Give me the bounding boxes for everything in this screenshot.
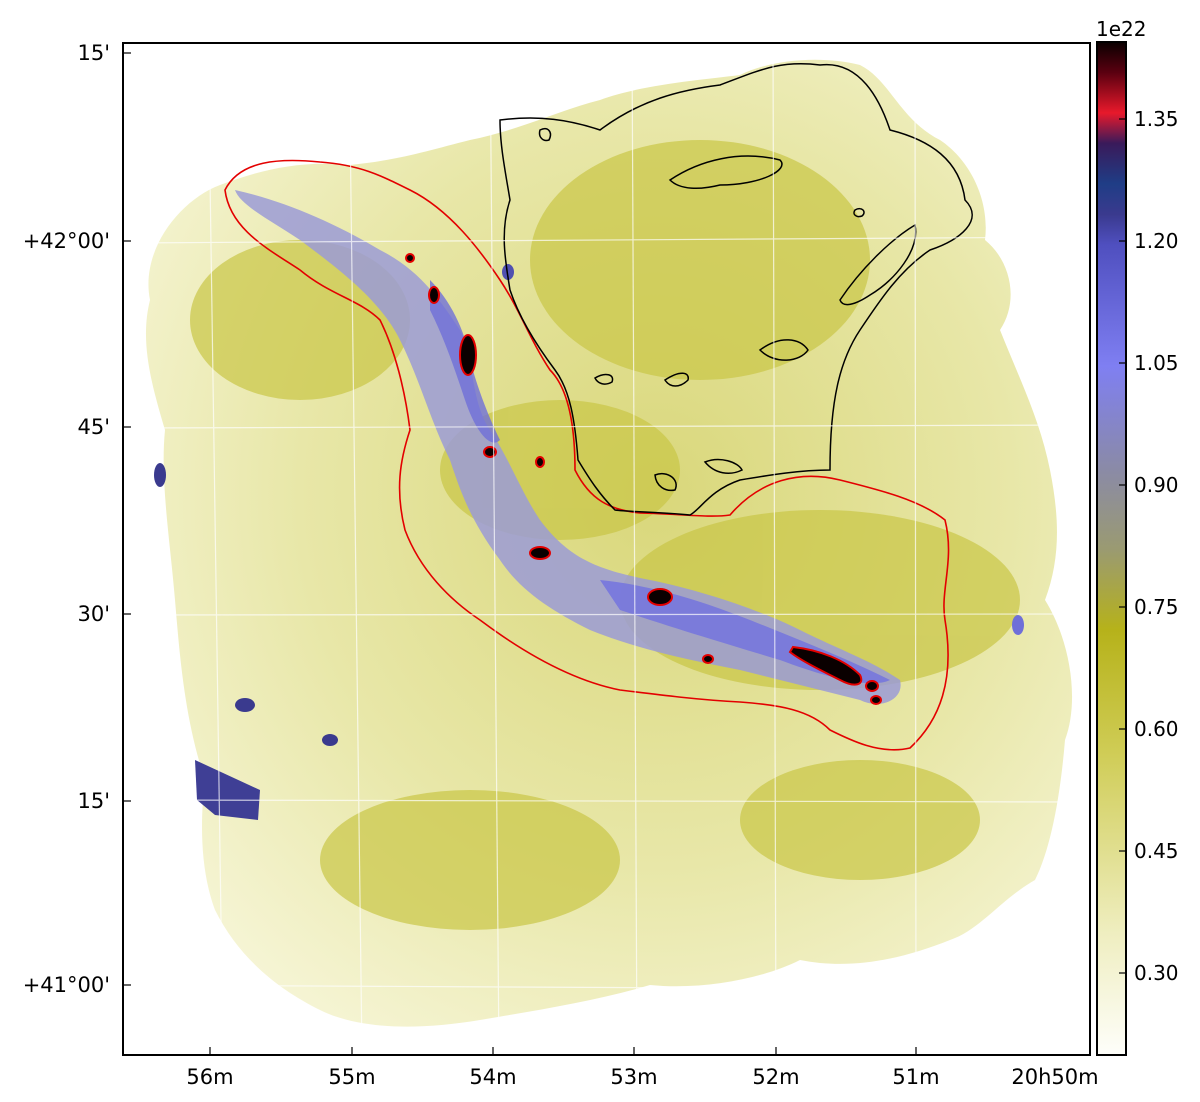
x-axis-ticks	[209, 1047, 917, 1055]
y-tick-label: 15'	[78, 789, 111, 813]
y-tick-label: 30'	[78, 602, 111, 626]
x-tick-label: 53m	[610, 1065, 657, 1089]
colorbar-tick-label: 1.05	[1134, 351, 1179, 375]
y-tick-label: +41°00'	[23, 973, 110, 997]
x-axis-tick-labels: 56m 55m 54m 53m 52m 51m 20h50m	[186, 1065, 1098, 1089]
y-tick-label: 15'	[78, 41, 111, 65]
y-axis-ticks	[123, 52, 131, 986]
dense-cores	[405, 253, 882, 705]
map-plot-area	[123, 43, 1090, 1055]
colorbar-tick-label: 0.45	[1134, 839, 1179, 863]
y-tick-label: +42°00'	[23, 229, 110, 253]
x-tick-label: 56m	[186, 1065, 233, 1089]
colorbar-tick-label: 0.90	[1134, 473, 1179, 497]
colorbar-tick-label: 1.35	[1134, 107, 1179, 131]
coordinate-grid	[123, 43, 1090, 1055]
colorbar-tick-label: 1.20	[1134, 229, 1179, 253]
colorbar: 1e22 0.30 0.45 0.60 0.75 0.90 1.05 1.20 …	[1096, 17, 1179, 1056]
colorbar-tick-label: 0.30	[1134, 961, 1179, 985]
x-tick-label: 51m	[892, 1065, 939, 1089]
x-tick-label: 20h50m	[1011, 1065, 1098, 1089]
colorbar-exponent-label: 1e22	[1096, 17, 1146, 41]
plot-frame	[122, 42, 1091, 1056]
colorbar-tick-label: 0.75	[1134, 595, 1179, 619]
colorbar-gradient	[1096, 41, 1127, 1056]
black-contours	[499, 62, 973, 516]
x-tick-label: 55m	[328, 1065, 375, 1089]
colorbar-tick-label: 0.60	[1134, 717, 1179, 741]
y-tick-label: 45'	[78, 415, 111, 439]
x-tick-label: 54m	[469, 1065, 516, 1089]
x-tick-label: 52m	[752, 1065, 799, 1089]
y-axis-tick-labels: 15' +42°00' 45' 30' 15' +41°00'	[23, 41, 110, 997]
